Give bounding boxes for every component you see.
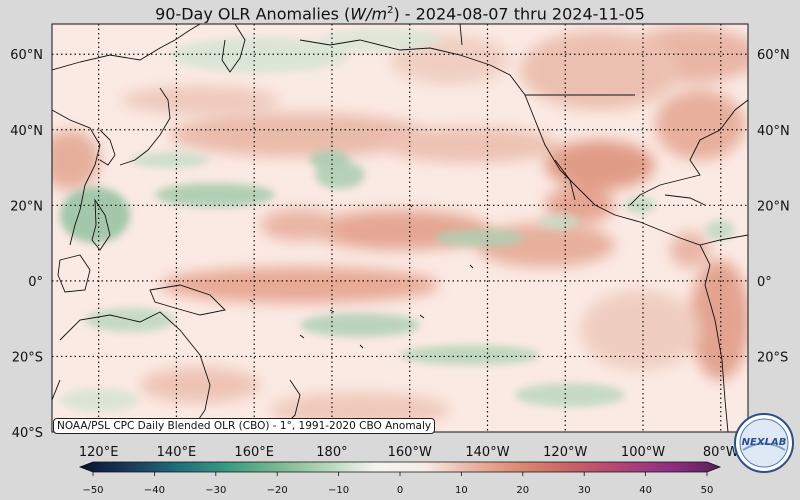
- pacific-islands: [249, 204, 474, 349]
- data-attribution: NOAA/PSL CPC Daily Blended OLR (CBO) - 1…: [53, 418, 436, 434]
- lon-label: 100°W: [621, 445, 665, 460]
- colorbar-tick-label: −20: [267, 485, 288, 496]
- lon-label: 160°W: [388, 445, 432, 460]
- colorbar-ticks: −50 −40 −30 −20 −10 0 10 20 30 40 50: [82, 472, 713, 496]
- kamchatka-coast: [221, 24, 246, 73]
- lon-label: 160°E: [234, 445, 274, 460]
- japan-coast: [119, 87, 171, 166]
- colorbar-tick-label: −50: [82, 485, 103, 496]
- lat-label-right: 20°N: [757, 199, 790, 214]
- colorbar-tick-label: 30: [578, 485, 591, 496]
- cuba-coast: [664, 194, 706, 206]
- north-america-east-coast: [629, 99, 748, 206]
- philippines-coast: [91, 198, 111, 251]
- lat-label-left: 40°N: [10, 124, 43, 139]
- south-america-coast: [699, 240, 748, 432]
- lat-label-left: 40°S: [12, 426, 43, 441]
- lat-label-right: 40°N: [757, 124, 790, 139]
- lon-label: 120°W: [543, 445, 587, 460]
- colorbar-tick-label: 40: [639, 485, 652, 496]
- gridlines: [52, 24, 748, 432]
- lon-label: 140°E: [157, 445, 197, 460]
- north-america-coast: [459, 24, 748, 246]
- colorbar-tick-label: 10: [455, 485, 468, 496]
- coastlines: [52, 24, 748, 432]
- lat-label-right: 60°N: [757, 48, 790, 63]
- latitude-labels-left: 60°N 40°N 20°N 0° 20°S 40°S: [10, 48, 43, 441]
- colorbar-tick-label: −40: [144, 485, 165, 496]
- new-guinea-coast: [149, 284, 226, 316]
- lat-label-left: 20°N: [10, 199, 43, 214]
- colorbar-tick-label: −10: [328, 485, 349, 496]
- korea-coast: [99, 129, 116, 166]
- lat-label-left: 20°S: [12, 350, 43, 365]
- lon-label: 120°E: [79, 445, 119, 460]
- lat-label-right: 20°S: [757, 350, 788, 365]
- lat-label-right: 0°: [757, 275, 772, 290]
- alaska-coast: [299, 39, 536, 121]
- lat-label-left: 0°: [28, 275, 43, 290]
- australia-coast: [52, 311, 211, 432]
- lon-label: 140°W: [465, 445, 509, 460]
- colorbar-tick-label: 50: [701, 485, 714, 496]
- map-title: 90-Day OLR Anomalies (W/m2) - 2024-08-07…: [155, 4, 645, 24]
- asia-coast: [52, 24, 201, 246]
- logo-text: NEXLAB: [742, 437, 787, 448]
- lon-label: 180°: [316, 445, 347, 460]
- latitude-labels-right: 60°N40°N20°N0°20°S40°S: [757, 48, 790, 441]
- colorbar: −50 −40 −30 −20 −10 0 10 20 30 40 50: [78, 461, 722, 496]
- colorbar-bar: [78, 461, 722, 473]
- psl-logo: NEXLAB: [734, 413, 794, 473]
- negative-anomaly-regions: [60, 28, 735, 412]
- longitude-labels: 120°E 140°E 160°E 180° 160°W 140°W 120°W 100°W 8…: [79, 445, 739, 460]
- colorbar-tick-label: −30: [205, 485, 226, 496]
- borneo-coast: [57, 254, 91, 293]
- gulf-of-california: [554, 159, 576, 201]
- lat-label-left: 60°N: [10, 48, 43, 63]
- colorbar-tick-label: 0: [397, 485, 403, 496]
- lon-label: 80°W: [703, 445, 739, 460]
- map-panel: [51, 23, 749, 433]
- colorbar-tick-label: 20: [516, 485, 529, 496]
